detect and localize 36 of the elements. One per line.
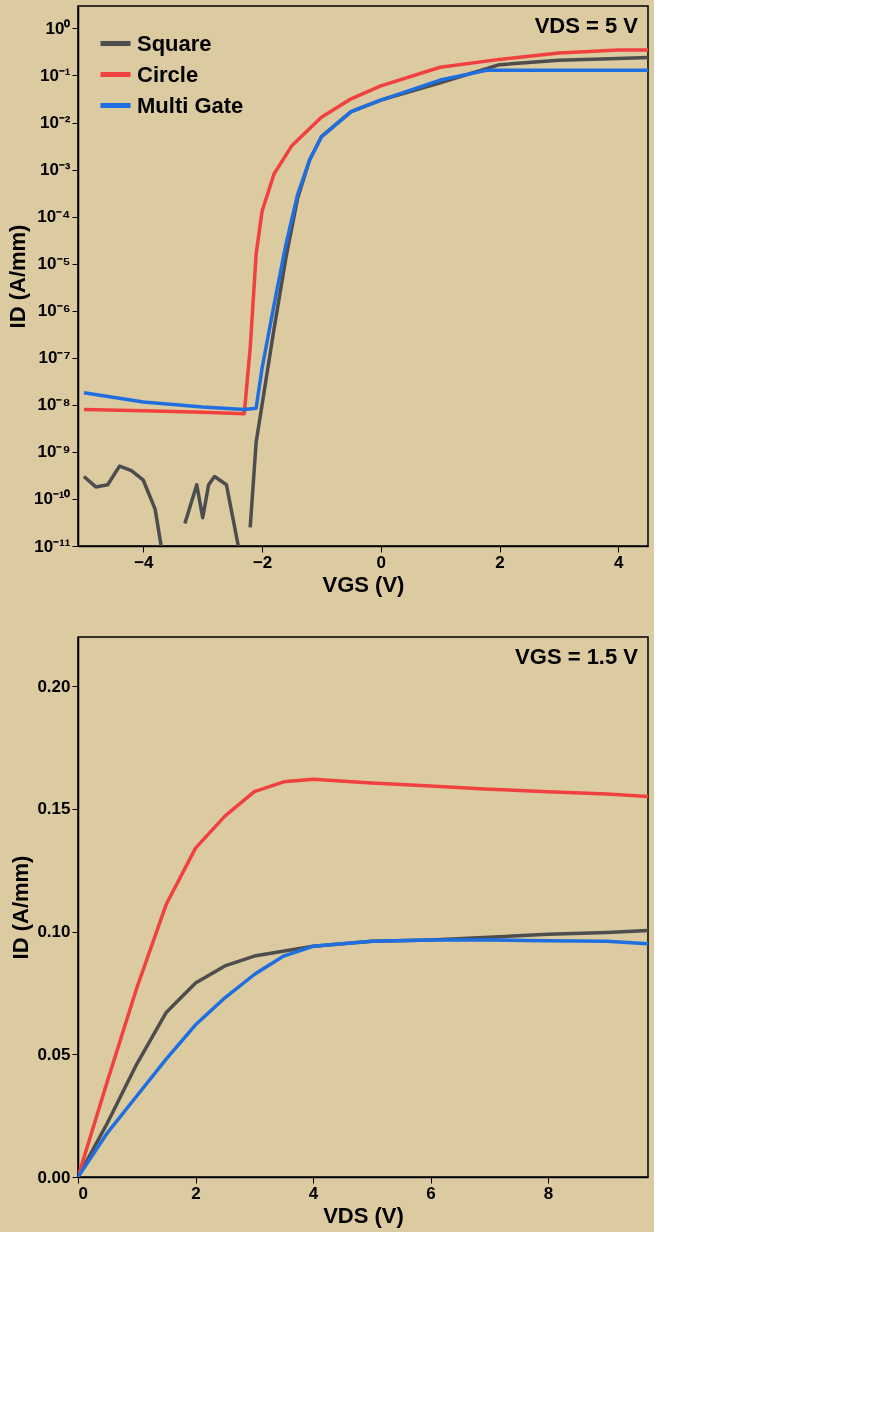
legend-label: Square — [137, 30, 212, 56]
y-tick-label: 0.10 — [37, 922, 71, 942]
x-axis-title: VGS (V) — [322, 571, 405, 597]
y-tick-label: 10⁰ — [45, 18, 71, 38]
annotation: VDS = 5 V — [534, 13, 639, 38]
y-tick-label: 10⁻⁶ — [37, 301, 71, 321]
y-tick-label: 10⁻² — [39, 113, 71, 133]
annotation: VGS = 1.5 V — [515, 644, 639, 669]
x-tick-label: 8 — [543, 1183, 554, 1203]
x-tick-label: 0 — [78, 1183, 88, 1203]
y-tick-label: 10⁻⁹ — [37, 442, 71, 462]
x-tick-label: −4 — [134, 552, 155, 572]
y-tick-label: 0.15 — [37, 799, 71, 819]
y-axis-title: ID (A/mm) — [4, 224, 30, 329]
y-tick-label: 10⁻¹ — [39, 66, 71, 85]
x-tick-label: 2 — [191, 1183, 201, 1203]
x-tick-label: 0 — [376, 552, 387, 572]
x-tick-label: 4 — [614, 552, 625, 572]
y-tick-label: 0.05 — [37, 1044, 71, 1064]
x-tick-label: 2 — [495, 552, 505, 572]
y-tick-label: 10⁻³ — [39, 160, 71, 180]
y-tick-label: 10⁻¹⁰ — [33, 489, 71, 509]
y-tick-label: 0.00 — [37, 1167, 71, 1187]
y-tick-label: 10⁻⁷ — [38, 348, 71, 368]
y-tick-label: 0.20 — [37, 676, 71, 696]
x-axis-title: VDS (V) — [323, 1202, 404, 1228]
y-axis-title: ID (A/mm) — [8, 855, 34, 960]
legend-label: Multi Gate — [137, 92, 244, 118]
legend-label: Circle — [137, 61, 199, 87]
x-tick-label: 6 — [426, 1183, 436, 1203]
y-tick-label: 10⁻⁸ — [37, 395, 71, 415]
y-tick-label: 10⁻⁴ — [37, 207, 71, 227]
x-tick-label: −2 — [252, 552, 273, 572]
y-tick-label: 10⁻⁵ — [37, 254, 71, 274]
y-tick-label: 10⁻¹¹ — [34, 536, 71, 556]
x-tick-label: 4 — [308, 1183, 319, 1203]
